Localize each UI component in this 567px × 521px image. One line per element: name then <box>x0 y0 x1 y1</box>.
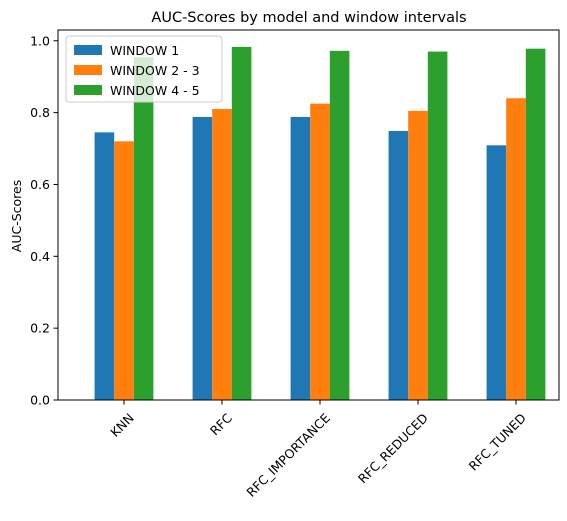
bar-rfc-reduced-series-1 <box>389 131 409 400</box>
x-axis: KNN RFC RFC_IMPORTANCE RFC_REDUCED RFC_TUNED <box>107 400 529 500</box>
y-tick-label: 1.0 <box>30 33 50 48</box>
bar-rfc-importance-series-3 <box>330 51 350 400</box>
x-tick-label: RFC <box>207 410 235 438</box>
y-axis: 0.0 0.2 0.4 0.6 0.8 1.0 <box>30 33 58 407</box>
bar-knn-series-3 <box>134 57 154 400</box>
legend-swatch <box>74 45 102 55</box>
y-axis-label: AUC-Scores <box>9 180 24 252</box>
bar-rfc-reduced-series-2 <box>408 111 428 400</box>
legend: WINDOW 1 WINDOW 2 - 3 WINDOW 4 - 5 <box>66 36 222 102</box>
bar-rfc-tuned-series-3 <box>526 49 546 400</box>
y-tick-label: 0.2 <box>30 321 50 336</box>
legend-label: WINDOW 1 <box>110 43 179 58</box>
bar-knn-series-1 <box>95 132 115 400</box>
bar-rfc-reduced-series-3 <box>428 52 448 400</box>
y-tick-label: 0.0 <box>30 393 50 408</box>
legend-label: WINDOW 2 - 3 <box>110 63 200 78</box>
bar-rfc-series-2 <box>212 109 232 400</box>
bar-rfc-series-1 <box>193 117 213 400</box>
bar-rfc-series-3 <box>232 47 252 400</box>
bar-rfc-tuned-series-2 <box>506 98 526 400</box>
y-tick-label: 0.6 <box>30 177 50 192</box>
x-tick-label: RFC_IMPORTANCE <box>243 410 333 500</box>
x-tick-label: KNN <box>107 410 137 440</box>
y-tick-label: 0.8 <box>30 105 50 120</box>
bar-rfc-importance-series-2 <box>310 104 330 400</box>
legend-swatch <box>74 65 102 75</box>
chart-title: AUC-Scores by model and window intervals <box>151 10 466 26</box>
bar-knn-series-2 <box>114 141 134 400</box>
x-tick-label: RFC_REDUCED <box>355 410 431 486</box>
bar-rfc-tuned-series-1 <box>487 145 507 400</box>
x-tick-label: RFC_TUNED <box>466 410 529 473</box>
legend-label: WINDOW 4 - 5 <box>110 83 200 98</box>
y-tick-label: 0.4 <box>30 249 50 264</box>
legend-swatch <box>74 85 102 95</box>
bar-rfc-importance-series-1 <box>291 117 311 400</box>
